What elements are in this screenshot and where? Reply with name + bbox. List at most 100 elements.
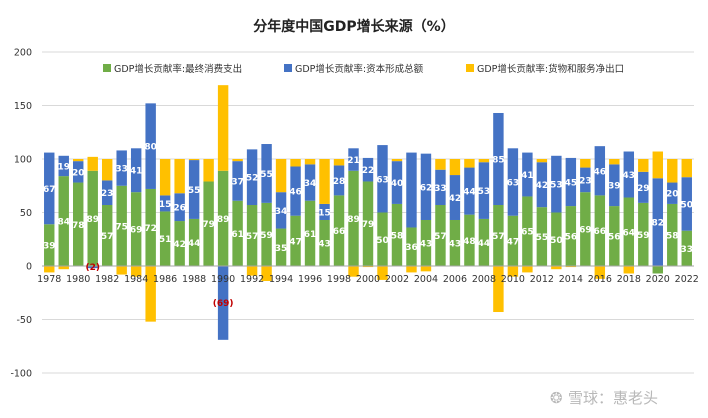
- data-label: 57: [101, 232, 114, 242]
- bar-segment: [232, 159, 243, 162]
- bar-segment: [275, 228, 287, 266]
- bar-segment: [130, 266, 142, 277]
- x-tick-label: 1986: [153, 274, 177, 285]
- bar-segment: [362, 266, 374, 268]
- bar-segment: [580, 192, 591, 266]
- bar-segment: [652, 151, 663, 179]
- bar-segment: [652, 266, 663, 274]
- bar-segment: [493, 205, 504, 266]
- bar-segment: [391, 159, 403, 162]
- y-tick-label: 0: [26, 262, 32, 273]
- bar-segment: [391, 161, 403, 204]
- bar-segment: [217, 170, 229, 266]
- bar-segment: [304, 159, 316, 165]
- data-label: 63: [507, 179, 520, 189]
- x-tick-label: 1990: [211, 274, 235, 285]
- x-tick-label: 2018: [617, 274, 641, 285]
- data-label: 75: [115, 222, 128, 232]
- bar-segment: [290, 166, 301, 216]
- data-label: 45: [565, 179, 578, 189]
- bar-segment: [159, 211, 171, 266]
- bar-segment: [536, 159, 548, 163]
- bar-segment: [609, 159, 620, 165]
- bar-segment: [319, 219, 330, 266]
- bar-segment: [101, 205, 113, 266]
- bar-segment: [304, 164, 316, 201]
- data-label: 33: [115, 165, 128, 175]
- data-label: 69: [579, 226, 592, 236]
- x-tick-label: 2016: [588, 274, 612, 285]
- bar-segment: [580, 159, 591, 168]
- bar-segment: [116, 150, 127, 186]
- legend-label: GDP增长贡献率:资本形成总额: [295, 63, 424, 75]
- bar-segment: [319, 203, 330, 220]
- data-label: 43: [420, 239, 433, 249]
- bar-segment: [377, 266, 388, 280]
- bar-segment: [522, 196, 533, 266]
- bar-segment: [638, 202, 649, 266]
- data-label: 42: [449, 194, 462, 204]
- data-label: 61: [304, 230, 317, 240]
- bar-segment: [58, 155, 69, 177]
- bar-segment: [145, 103, 156, 189]
- data-label: 47: [507, 237, 520, 247]
- bar-segment: [609, 206, 620, 266]
- y-tick-label: -50: [16, 315, 32, 326]
- bar-segment: [348, 148, 359, 171]
- x-tick-label: 2012: [530, 274, 554, 285]
- bar-segment: [667, 159, 678, 183]
- watermark: ❂ 雪球：惠老头: [550, 389, 658, 407]
- data-label: 57: [246, 232, 259, 242]
- legend-label: GDP增长贡献率:货物和服务净出口: [477, 63, 624, 75]
- x-tick-label: 2000: [356, 274, 380, 285]
- data-label: 56: [565, 233, 578, 243]
- bar-segment: [377, 212, 388, 266]
- bar-segment: [551, 212, 562, 266]
- bar-segment: [333, 195, 345, 266]
- data-label: 65: [521, 228, 534, 238]
- data-label: 37: [231, 177, 244, 187]
- data-label: 34: [304, 179, 317, 189]
- data-label: 72: [144, 224, 157, 234]
- data-label: 53: [550, 181, 563, 191]
- bar-segment: [449, 219, 461, 266]
- data-label: 58: [391, 231, 404, 241]
- bar-segment: [159, 159, 171, 196]
- x-tick-label: 2002: [385, 274, 409, 285]
- data-label: 66: [594, 227, 607, 237]
- bar-segment: [232, 200, 243, 266]
- bar-segment: [391, 203, 403, 266]
- data-label: 15: [318, 208, 331, 218]
- data-label: 67: [43, 185, 56, 195]
- x-tick-label: 1988: [182, 274, 206, 285]
- bar-segment: [478, 162, 490, 219]
- bar-segment: [261, 144, 272, 203]
- bar-segment: [275, 192, 287, 229]
- bar-segment: [435, 169, 446, 206]
- bar-segment: [73, 161, 84, 183]
- bar-segment: [362, 181, 374, 266]
- bar-segment: [44, 266, 55, 273]
- data-label: 58: [666, 231, 679, 241]
- data-label: 89: [347, 215, 360, 225]
- data-label: 89: [217, 215, 230, 225]
- negative-data-label: (69): [213, 299, 234, 309]
- data-label: 19: [57, 162, 70, 172]
- bar-segment: [101, 159, 113, 181]
- y-tick-label: -100: [10, 369, 32, 380]
- data-label: 34: [275, 207, 288, 217]
- bar-segment: [580, 167, 591, 193]
- data-label: 41: [130, 167, 143, 177]
- data-label: 40: [391, 179, 404, 189]
- data-label: 43: [318, 239, 331, 249]
- bar-segment: [464, 167, 475, 215]
- data-label: 23: [101, 189, 114, 199]
- data-label: 89: [86, 215, 99, 225]
- bar-segment: [348, 266, 359, 277]
- x-tick-label: 2008: [472, 274, 496, 285]
- legend-swatch: [284, 64, 292, 72]
- bar-segment: [246, 149, 258, 206]
- bar-segment: [73, 182, 84, 266]
